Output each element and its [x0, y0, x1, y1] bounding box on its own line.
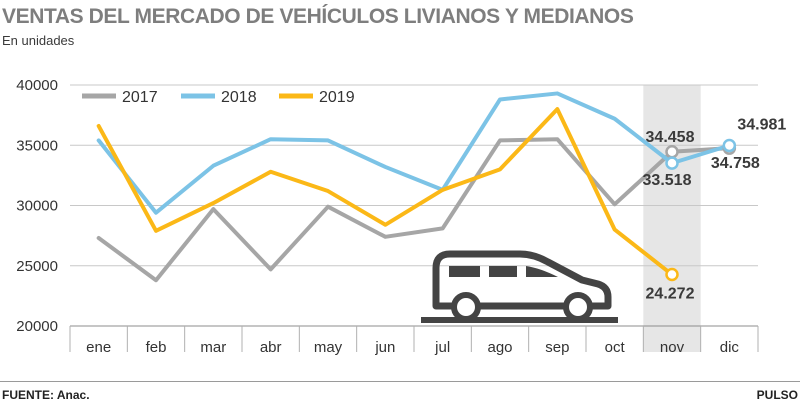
y-tick-label: 35000	[16, 137, 58, 154]
series-line-2018	[96, 91, 732, 215]
data-point-marker	[665, 267, 679, 282]
car-window	[489, 266, 517, 277]
x-tick-label: feb	[146, 339, 167, 356]
x-tick-label: ago	[487, 339, 512, 356]
brand-name: PULSO	[756, 388, 798, 402]
x-tick-label: jul	[434, 339, 450, 356]
line-chart: 40000 35000 30000 25000 20000 ene feb mar abr may…	[16, 77, 787, 356]
y-tick-label: 30000	[16, 198, 58, 215]
car-wheel	[451, 292, 481, 322]
legend-label: 2017	[122, 89, 158, 106]
chart-subtitle: En unidades	[2, 33, 75, 48]
x-tick-label: dic	[720, 339, 740, 356]
x-tick-label: may	[314, 339, 343, 356]
y-tick-label: 40000	[16, 77, 58, 94]
source-note: FUENTE: Anac.	[2, 388, 90, 402]
data-label: 34.458	[646, 129, 695, 146]
car-window	[449, 266, 480, 277]
car-wheel	[563, 292, 593, 322]
x-tick-label: ene	[86, 339, 111, 356]
footer-divider	[0, 381, 800, 382]
data-label: 34.758	[711, 155, 760, 172]
data-point-marker	[665, 145, 679, 159]
car-icon	[421, 250, 618, 323]
x-tick-label: jun	[374, 339, 395, 356]
car-window	[526, 266, 558, 277]
x-tick-label: abr	[260, 339, 282, 356]
data-label: 33.518	[643, 172, 692, 189]
legend: 2017 2018 2019	[82, 89, 355, 106]
highlight-band	[643, 85, 701, 352]
data-label: 34.981	[737, 116, 786, 133]
car-body	[432, 250, 612, 310]
x-tick-label: oct	[605, 339, 626, 356]
legend-label: 2018	[221, 89, 257, 106]
chart-title: VENTAS DEL MERCADO DE VEHÍCULOS LIVIANOS…	[2, 5, 634, 28]
y-tick-label: 20000	[16, 318, 58, 335]
x-tick-label: mar	[200, 339, 226, 356]
x-tick-label: nov	[660, 339, 685, 356]
series-line-2017	[96, 137, 732, 283]
series-line-2019	[96, 107, 674, 277]
highlight-band-layer	[643, 85, 701, 352]
data-point-marker	[722, 138, 737, 153]
axis-layer: 40000 35000 30000 25000 20000 ene feb mar abr may…	[16, 77, 759, 356]
x-tick-label: sep	[545, 339, 569, 356]
y-tick-label: 25000	[16, 258, 58, 275]
data-label: 24.272	[646, 286, 695, 303]
data-label-layer: 34.458 34.758 33.518 34.981 24.272	[643, 116, 787, 302]
legend-label: 2019	[319, 89, 355, 106]
series-layer	[96, 91, 737, 283]
car-ground	[421, 317, 618, 323]
data-point-marker	[665, 156, 679, 170]
